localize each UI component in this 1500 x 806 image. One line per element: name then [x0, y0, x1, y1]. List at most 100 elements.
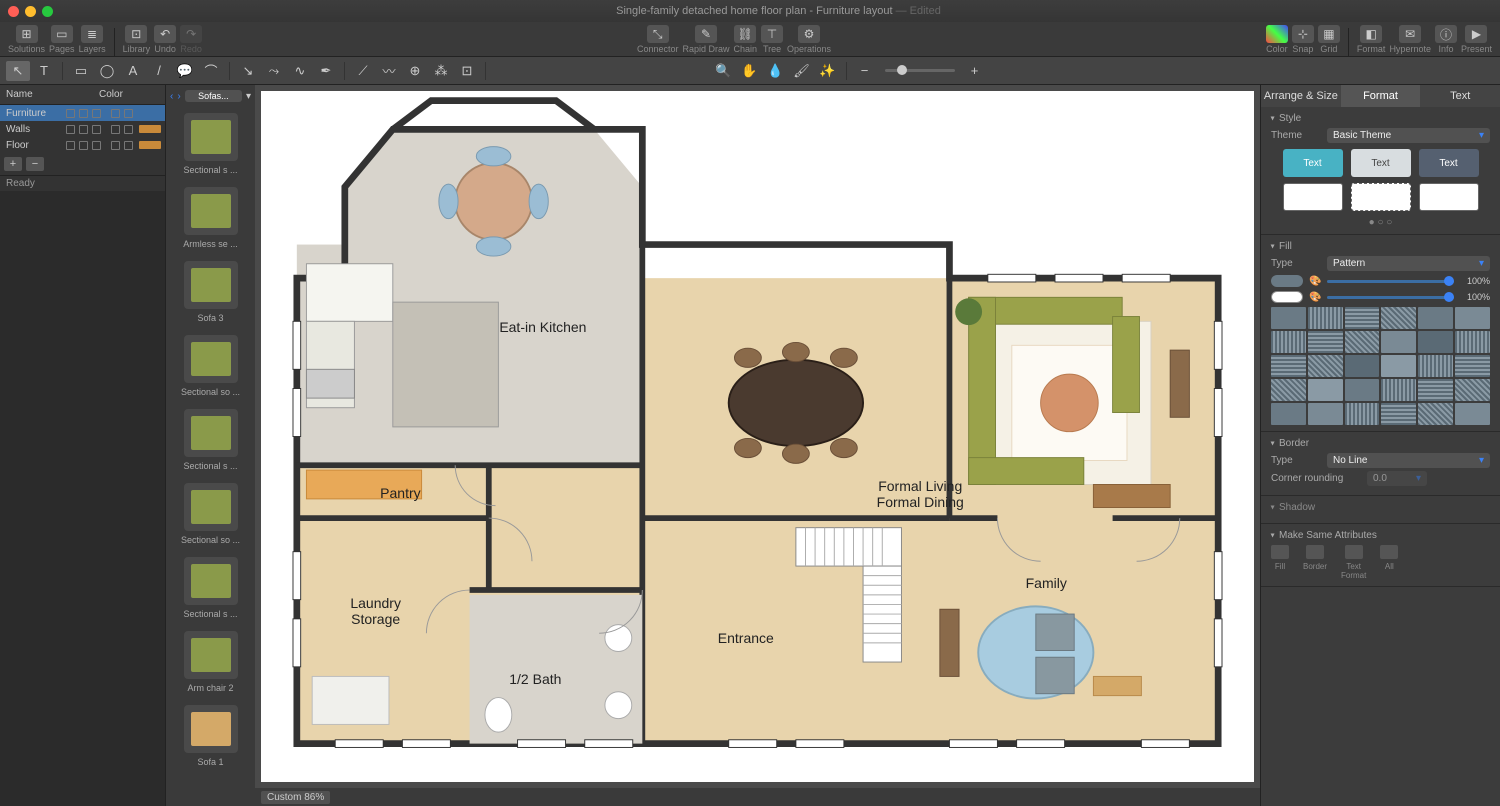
layer-row[interactable]: Furniture — [0, 105, 165, 121]
present-icon[interactable]: ▶ — [1465, 25, 1487, 43]
pattern-swatch[interactable] — [1345, 307, 1380, 329]
theme-select[interactable]: Basic Theme — [1327, 128, 1490, 143]
pattern-swatch[interactable] — [1345, 331, 1380, 353]
brush-tool[interactable]: 🖌 — [790, 61, 814, 81]
pattern-swatch[interactable] — [1381, 307, 1416, 329]
pattern-swatch[interactable] — [1418, 355, 1453, 377]
close-icon[interactable] — [8, 6, 19, 17]
make-same-attr[interactable]: Fill — [1271, 545, 1289, 580]
pattern-swatch[interactable] — [1381, 403, 1416, 425]
minimize-icon[interactable] — [25, 6, 36, 17]
border-section-header[interactable]: Border — [1271, 438, 1490, 449]
shadow-section-header[interactable]: Shadow — [1271, 502, 1490, 513]
pages-icon[interactable]: ▭ — [51, 25, 73, 43]
style-line-3[interactable] — [1419, 183, 1479, 211]
wand-tool[interactable]: ✨ — [816, 61, 840, 81]
layer-row[interactable]: Walls — [0, 121, 165, 137]
pattern-swatch[interactable] — [1308, 355, 1343, 377]
fill-section-header[interactable]: Fill — [1271, 241, 1490, 252]
library-item[interactable]: Armless se ... — [166, 181, 255, 255]
fill-color2[interactable] — [1271, 291, 1303, 303]
snap-icon[interactable]: ⊹ — [1292, 25, 1314, 43]
smart-connector-tool[interactable]: ⤳ — [262, 61, 286, 81]
pattern-swatch[interactable] — [1345, 403, 1380, 425]
library-category-select[interactable]: Sofas... — [185, 90, 242, 102]
chain-icon[interactable]: ⛓ — [734, 25, 756, 43]
undo-icon[interactable]: ↶ — [154, 25, 176, 43]
pattern-swatch[interactable] — [1381, 355, 1416, 377]
freehand-tool[interactable]: 〰 — [377, 61, 401, 81]
pattern-swatch[interactable] — [1271, 403, 1306, 425]
hand-tool[interactable]: ✋ — [738, 61, 762, 81]
pointer-tool[interactable]: ↖ — [6, 61, 30, 81]
text-tool[interactable]: T — [32, 61, 56, 81]
tree-icon[interactable]: ⊤ — [761, 25, 783, 43]
pattern-swatch[interactable] — [1381, 331, 1416, 353]
text-shape-tool[interactable]: A — [121, 61, 145, 81]
zoom-out[interactable]: − — [853, 61, 877, 81]
pattern-swatch[interactable] — [1455, 355, 1490, 377]
library-item[interactable]: Arm chair 2 — [166, 625, 255, 699]
pattern-swatch[interactable] — [1308, 403, 1343, 425]
style-line-1[interactable] — [1283, 183, 1343, 211]
opacity-slider-2[interactable] — [1327, 296, 1454, 299]
solutions-icon[interactable]: ⊞ — [16, 25, 38, 43]
floorplan-canvas[interactable]: Eat-in Kitchen Pantry Laundry Storage 1/… — [261, 91, 1254, 782]
connector-line-tool[interactable]: ↘ — [236, 61, 260, 81]
line-tool[interactable]: / — [147, 61, 171, 81]
layers-name-header[interactable]: Name — [6, 89, 99, 100]
color-icon[interactable] — [1266, 25, 1288, 43]
eyedropper-tool[interactable]: ⁂ — [429, 61, 453, 81]
hypernote-icon[interactable]: ✉ — [1399, 25, 1421, 43]
fill-type-select[interactable]: Pattern — [1327, 256, 1490, 271]
pattern-swatch[interactable] — [1308, 307, 1343, 329]
pattern-swatch[interactable] — [1271, 307, 1306, 329]
make-same-attr[interactable]: Text Format — [1341, 545, 1366, 580]
style-swatch[interactable]: Text — [1351, 149, 1411, 177]
pattern-swatch[interactable] — [1455, 331, 1490, 353]
zoom-in[interactable]: + — [963, 61, 987, 81]
style-line-2[interactable] — [1351, 183, 1411, 211]
connector-icon[interactable]: ⤡ — [647, 25, 669, 43]
operations-icon[interactable]: ⚙ — [798, 25, 820, 43]
tab-arrange[interactable]: Arrange & Size — [1261, 85, 1341, 107]
pattern-swatch[interactable] — [1418, 331, 1453, 353]
rect-tool[interactable]: ▭ — [69, 61, 93, 81]
colorpicker-icon[interactable]: 🎨 — [1309, 276, 1321, 287]
pattern-swatch[interactable] — [1455, 379, 1490, 401]
arc-tool[interactable]: ⌒ — [199, 61, 223, 81]
bezier-tool[interactable]: ⟋ — [351, 61, 375, 81]
pattern-swatch[interactable] — [1455, 307, 1490, 329]
library-item[interactable]: Sofa 1 — [166, 699, 255, 773]
library-item[interactable]: Sectional s ... — [166, 551, 255, 625]
crop-tool[interactable]: ⊡ — [455, 61, 479, 81]
library-item[interactable]: Sofa 3 — [166, 255, 255, 329]
pattern-swatch[interactable] — [1418, 379, 1453, 401]
library-item[interactable]: Sectional s ... — [166, 403, 255, 477]
rapiddraw-icon[interactable]: ✎ — [695, 25, 717, 43]
border-type-select[interactable]: No Line — [1327, 453, 1490, 468]
ellipse-tool[interactable]: ◯ — [95, 61, 119, 81]
add-layer-button[interactable]: + — [4, 157, 22, 171]
zoom-slider[interactable] — [885, 69, 955, 72]
pattern-swatch[interactable] — [1271, 379, 1306, 401]
colorpicker-icon-2[interactable]: 🎨 — [1309, 292, 1321, 303]
style-swatch[interactable]: Text — [1419, 149, 1479, 177]
lib-menu-icon[interactable]: ▾ — [246, 91, 251, 102]
library-item[interactable]: Sectional so ... — [166, 329, 255, 403]
grid-icon[interactable]: ▦ — [1318, 25, 1340, 43]
tab-text[interactable]: Text — [1420, 85, 1500, 107]
layer-row[interactable]: Floor — [0, 137, 165, 153]
pattern-swatch[interactable] — [1418, 307, 1453, 329]
layers-icon[interactable]: ≣ — [81, 25, 103, 43]
remove-layer-button[interactable]: − — [26, 157, 44, 171]
pattern-swatch[interactable] — [1381, 379, 1416, 401]
pattern-swatch[interactable] — [1418, 403, 1453, 425]
pattern-swatch[interactable] — [1308, 331, 1343, 353]
callout-tool[interactable]: 💬 — [173, 61, 197, 81]
library-item[interactable]: Sectional s ... — [166, 107, 255, 181]
make-same-attr[interactable]: Border — [1303, 545, 1327, 580]
pattern-swatch[interactable] — [1345, 355, 1380, 377]
corner-value[interactable]: 0.0 — [1367, 471, 1427, 486]
make-same-attr[interactable]: All — [1380, 545, 1398, 580]
